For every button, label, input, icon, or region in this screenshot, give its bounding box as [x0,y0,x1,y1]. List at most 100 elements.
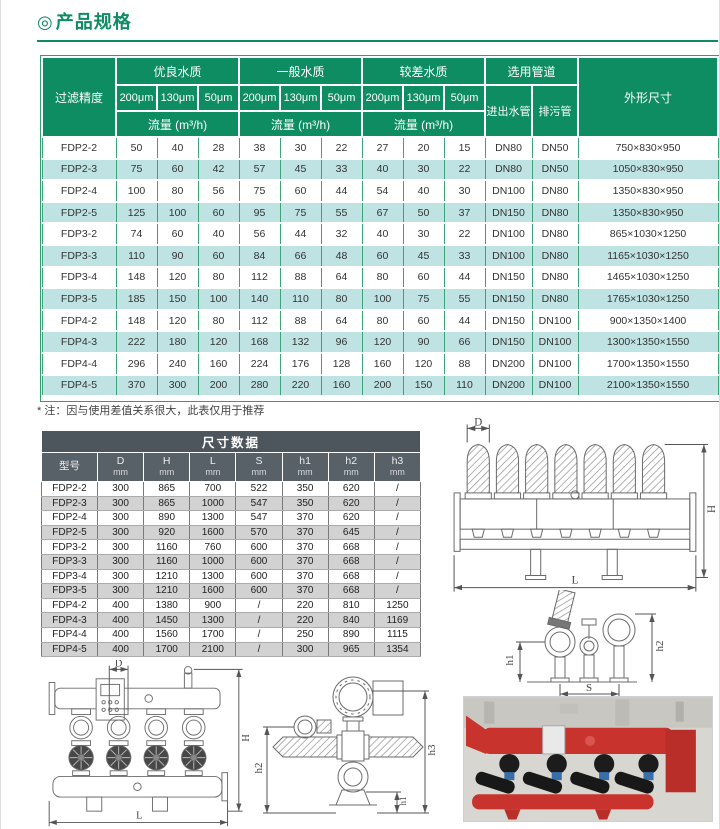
value-cell: 60 [156,157,199,182]
value-cell: 90 [156,243,199,268]
model-cell: FDP3-4 [41,265,117,290]
value-cell: 810 [327,597,375,614]
dim-H [664,444,708,579]
value-cell: 100 [115,179,158,203]
value-cell: 40 [361,157,404,182]
value-cell: DN200 [484,373,533,398]
value-cell: / [373,481,422,497]
table-row: FDP2-2 300 865 700 522 350 620/ [41,481,422,497]
value-cell: 370 [281,539,329,555]
model-cell: FDP4-2 [41,597,98,614]
value-cell: 40 [197,222,240,246]
top-manifold [54,687,221,710]
value-cell: 750×830×950 [577,136,719,160]
model-cell: FDP3-2 [41,539,98,555]
side-view-2-drawing: h2 h3 h1 [253,676,438,814]
value-cell: 75 [115,157,158,182]
value-cell: 1600 [189,524,237,541]
value-cell: 1450 [143,612,191,628]
value-cell: 60 [402,265,445,290]
value-cell: 668 [327,568,375,585]
value-cell: 176 [279,351,322,376]
value-cell: 80 [361,265,404,290]
value-cell: 200 [197,373,240,398]
value-cell: 920 [143,524,191,541]
value-cell: DN100 [531,308,579,333]
dim-h3 [373,690,429,814]
value-cell: 300 [96,568,145,585]
value-cell: 160 [320,373,363,398]
value-cell: 100 [156,200,199,225]
value-cell: DN80 [531,243,579,268]
value-cell: 120 [402,351,445,376]
title-bullet-icon: ◎ [37,12,54,32]
value-cell: 400 [96,597,145,614]
value-cell: 96 [320,330,363,354]
table-row: FDP3-2 300 1160 760 600 370 668/ [41,539,422,555]
model-cell: FDP4-5 [41,641,98,658]
actuator-box [372,680,404,716]
value-cell: 300 [96,583,145,599]
value-cell: 44 [443,265,486,290]
table-row: FDP2-2 50 40 28 38 30 22 27 20 15 DN80 DN50 750×830×… [41,136,719,160]
value-cell: 45 [402,243,445,268]
model-cell: FDP3-5 [41,287,117,311]
value-cell: 33 [443,243,486,268]
value-cell: 80 [197,265,240,290]
model-cell: FDP2-2 [41,136,117,160]
bottom-manifold [52,775,223,798]
table-row: FDP3-5 300 1210 1600 600 370 668/ [41,583,422,599]
value-cell: 148 [115,308,158,333]
value-cell: 80 [197,308,240,333]
value-cell: DN80 [484,157,533,182]
value-cell: / [373,524,422,541]
header-dim-h3: h3 mm [373,452,422,482]
table-row: FDP3-4 300 1210 1300 600 370 668/ [41,568,422,585]
value-cell: DN150 [484,265,533,290]
header-flow: 流量 (m³/h) [238,110,363,138]
value-cell: 80 [361,308,404,333]
value-cell: 370 [281,510,329,526]
value-cell: 1000 [189,495,237,512]
model-cell: FDP3-3 [41,553,98,570]
value-cell: / [235,641,283,658]
value-cell: 1300 [189,612,237,628]
value-cell: DN150 [484,330,533,354]
value-cell: / [373,539,422,555]
value-cell: 1160 [143,539,191,555]
label-S: S [586,682,592,694]
label-H: H [706,505,716,513]
value-cell: 300 [96,510,145,526]
value-cell: 1050×830×950 [577,157,719,182]
value-cell: 48 [320,243,363,268]
dimension-table-title: 尺寸数据 [41,430,421,453]
value-cell: 1210 [143,568,191,585]
label-h3: h3 [426,744,438,756]
value-cell: 1700×1350×1550 [577,351,719,376]
value-cell: 56 [197,179,240,203]
label-H: H [241,734,252,742]
header-model: 型号 [41,452,98,482]
table-row: FDP4-3 222 180 120 168 132 96 120 90 66 DN150 DN100… [41,330,719,354]
spec-table-header: 过滤精度 优良水质 一般水质 较差水质 选用管道 外形尺寸 200μm 130μ… [41,56,719,138]
value-cell: 668 [327,539,375,555]
dimension-table-body: FDP2-2 300 865 700 522 350 620/FDP2-3 300 865 100… [41,481,422,658]
product-photo [463,696,713,822]
header-micron: 200μm [115,84,158,112]
value-cell: 60 [361,243,404,268]
value-cell: DN80 [531,200,579,225]
model-cell: FDP2-5 [41,200,117,225]
value-cell: 22 [320,136,363,160]
model-cell: FDP4-4 [41,351,117,376]
value-cell: 30 [402,222,445,246]
upper-manifold [459,498,691,530]
value-cell: 1465×1030×1250 [577,265,719,290]
filter-unit-photo [475,753,659,794]
spec-table-border [40,55,719,402]
value-cell: 40 [402,179,445,203]
front-view-4unit-drawing: D H L [48,660,252,827]
value-cell: DN100 [484,243,533,268]
table-row: FDP4-2 148 120 80 112 88 64 80 60 44 DN150 DN100 900… [41,308,719,333]
value-cell: 1300×1350×1550 [577,330,719,354]
